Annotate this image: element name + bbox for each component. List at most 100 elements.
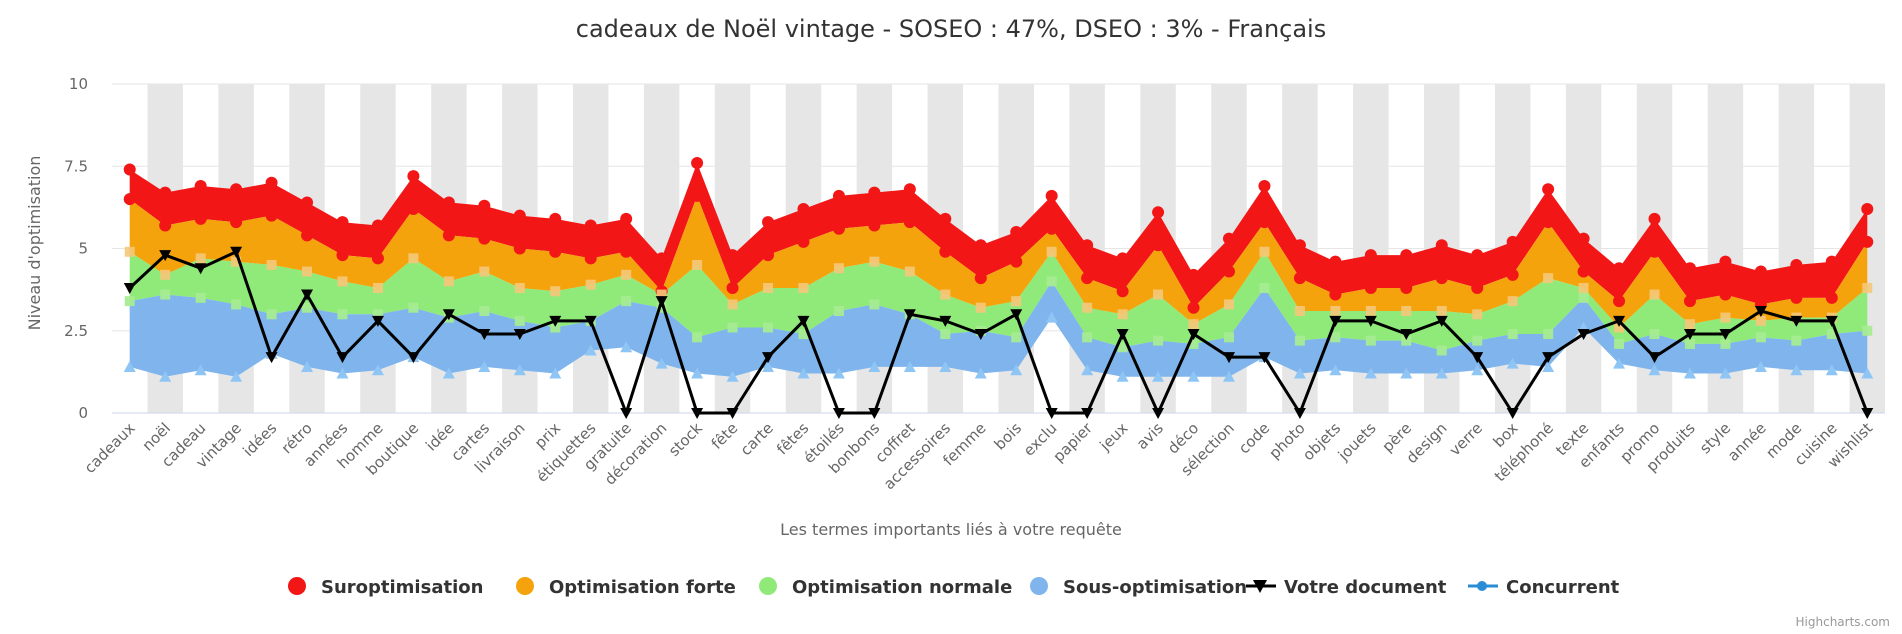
optimisation-forte-point[interactable] [1258,216,1271,229]
optimisation-normale-point[interactable] [1365,306,1376,317]
optimisation-forte-point[interactable] [903,216,916,229]
optimisation-normale-point[interactable] [1223,299,1234,310]
votre-document-point[interactable] [549,315,562,327]
legend-item[interactable]: Votre document [1246,577,1447,598]
sous-optimisation-point[interactable] [1507,329,1518,340]
votre-document-point[interactable] [1471,352,1484,364]
sous-optimisation-point[interactable] [763,322,774,333]
votre-document-point[interactable] [1861,408,1874,419]
votre-document-point[interactable] [371,315,384,327]
sous-optimisation-point[interactable] [1543,329,1554,340]
suroptimisation-point[interactable] [194,179,207,192]
sous-optimisation-point[interactable] [1755,332,1766,343]
suroptimisation-point[interactable] [939,212,952,225]
votre-document-point[interactable] [336,352,349,364]
sous-optimisation-point[interactable] [1188,338,1199,349]
sous-optimisation-low-point[interactable] [832,367,845,379]
sous-optimisation-low-point[interactable] [691,367,704,379]
legend-item[interactable]: Sous-optimisation [1030,577,1247,598]
sous-optimisation-point[interactable] [833,306,844,317]
votre-document-point[interactable] [584,315,597,327]
optimisation-forte-point[interactable] [230,216,243,229]
optimisation-normale-point[interactable] [479,266,490,277]
suroptimisation-point[interactable] [336,216,349,229]
sous-optimisation-low-point[interactable] [1861,367,1874,379]
sous-optimisation-low-point[interactable] [1648,364,1661,376]
optimisation-normale-point[interactable] [337,276,348,287]
sous-optimisation-low-point[interactable] [1613,357,1626,369]
suroptimisation-point[interactable] [1400,249,1413,262]
sous-optimisation-low-point[interactable] [336,367,349,379]
optimisation-forte-point[interactable] [301,229,314,242]
optimisation-normale-point[interactable] [1436,306,1447,317]
optimisation-normale-point[interactable] [1046,246,1057,257]
sous-optimisation-point[interactable] [1684,338,1695,349]
sous-optimisation-point[interactable] [1649,329,1660,340]
votre-document-point[interactable] [726,408,739,419]
votre-document-point[interactable] [123,282,136,294]
suroptimisation-point[interactable] [1719,255,1732,268]
optimisation-normale-point[interactable] [1578,282,1589,293]
sous-optimisation-point[interactable] [1862,325,1873,336]
optimisation-forte-point[interactable] [1045,222,1058,235]
votre-document-point[interactable] [1010,309,1023,321]
optimisation-normale-point[interactable] [727,299,738,310]
sous-optimisation-low-point[interactable] [1222,370,1235,382]
sous-optimisation-point[interactable] [337,309,348,320]
votre-document-point[interactable] [230,246,243,258]
optimisation-forte-point[interactable] [1542,216,1555,229]
optimisation-forte-point[interactable] [1364,281,1377,294]
votre-document-point[interactable] [1187,329,1200,341]
suroptimisation-point[interactable] [903,183,916,196]
sous-optimisation-low-point[interactable] [1152,370,1165,382]
optimisation-normale-point[interactable] [763,282,774,293]
votre-document-point[interactable] [478,329,491,341]
votre-document-point[interactable] [903,309,916,321]
optimisation-forte-point[interactable] [1010,255,1023,268]
votre-document-point[interactable] [1329,315,1342,327]
optimisation-forte-point[interactable] [1506,268,1519,281]
optimisation-forte-point[interactable] [442,229,455,242]
optimisation-forte-point[interactable] [371,252,384,265]
sous-optimisation-point[interactable] [1330,332,1341,343]
suroptimisation-point[interactable] [1471,249,1484,262]
sous-optimisation-low-point[interactable] [1506,357,1519,369]
optimisation-forte-point[interactable] [159,219,172,232]
sous-optimisation-low-point[interactable] [1435,367,1448,379]
optimisation-normale-point[interactable] [443,276,454,287]
optimisation-normale-point[interactable] [692,259,703,270]
optimisation-forte-point[interactable] [1861,235,1874,248]
sous-optimisation-low-point[interactable] [1045,311,1058,323]
sous-optimisation-low-point[interactable] [1081,364,1094,376]
optimisation-normale-point[interactable] [1614,322,1625,333]
suroptimisation-point[interactable] [1364,249,1377,262]
suroptimisation-point[interactable] [230,183,243,196]
sous-optimisation-low-point[interactable] [159,370,172,382]
sous-optimisation-point[interactable] [1046,276,1057,287]
sous-optimisation-point[interactable] [1826,329,1837,340]
optimisation-forte-point[interactable] [762,249,775,262]
optimisation-normale-point[interactable] [656,289,667,300]
optimisation-forte-point[interactable] [1293,272,1306,285]
optimisation-forte-point[interactable] [1648,245,1661,258]
optimisation-forte-point[interactable] [1471,281,1484,294]
votre-document-point[interactable] [1258,352,1271,364]
sous-optimisation-point[interactable] [195,292,206,303]
sous-optimisation-point[interactable] [408,302,419,313]
suroptimisation-point[interactable] [1258,179,1271,192]
sous-optimisation-point[interactable] [1720,338,1731,349]
optimisation-forte-point[interactable] [1222,265,1235,278]
suroptimisation-point[interactable] [797,203,810,216]
votre-document-point[interactable] [832,408,845,419]
suroptimisation-point[interactable] [620,212,633,225]
optimisation-forte-point[interactable] [1400,281,1413,294]
suroptimisation-point[interactable] [584,219,597,232]
votre-document-point[interactable] [442,309,455,321]
optimisation-normale-point[interactable] [124,246,135,257]
sous-optimisation-low-point[interactable] [230,370,243,382]
suroptimisation-point[interactable] [1435,239,1448,252]
suroptimisation-point[interactable] [832,189,845,202]
suroptimisation-point[interactable] [1081,239,1094,252]
sous-optimisation-point[interactable] [124,296,135,307]
sous-optimisation-low-point[interactable] [1790,364,1803,376]
